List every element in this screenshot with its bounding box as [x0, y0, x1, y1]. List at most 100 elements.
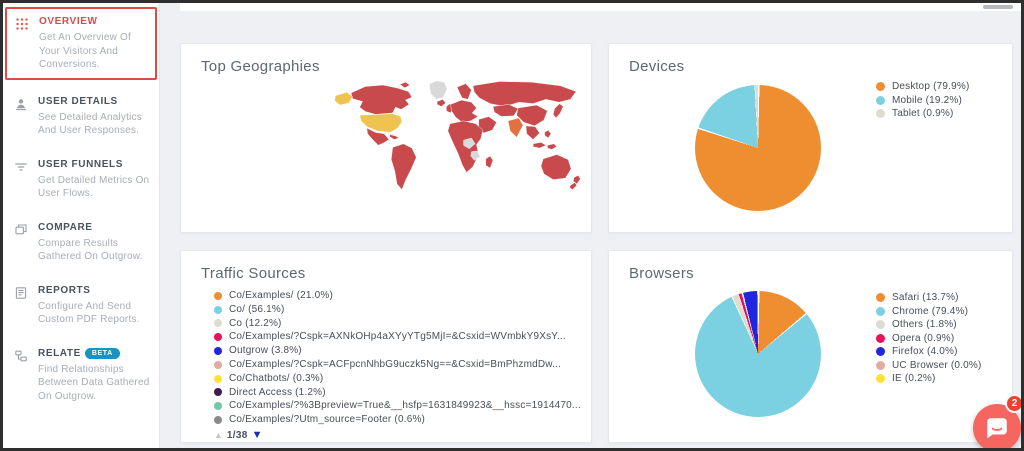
page-up-icon[interactable]: ▲	[214, 430, 223, 440]
legend-item: Mobile (19.2%)	[876, 94, 969, 108]
map-region-greenland[interactable]	[428, 80, 448, 100]
sidebar-item-relate[interactable]: RELATE BETA Find Relationships Between Da…	[5, 340, 157, 411]
page-down-icon[interactable]: ▼	[251, 429, 263, 441]
sidebar-item-description: See Detailed Analytics And User Response…	[38, 111, 142, 137]
horizontal-scrollbar-thumb[interactable]	[983, 5, 1013, 9]
legend-dot	[876, 347, 885, 357]
sidebar-item-user-funnels[interactable]: USER FUNNELS Get Detailed Metrics On Use…	[5, 151, 157, 208]
sidebar-item-description: Get Detailed Metrics On User Flows.	[38, 174, 150, 200]
map-region-russia[interactable]	[472, 81, 577, 107]
legend-item: Others (1.8%)	[876, 318, 982, 332]
legend-item: Co/Examples/?Cspk=AXNkOHp4aXYyYTg5MjI=&C…	[214, 330, 581, 344]
legend-label: Co/ (56.1%)	[229, 303, 285, 315]
chat-bubble-icon	[987, 418, 1007, 439]
legend-label: Opera (0.9%)	[892, 332, 955, 344]
grid-dots-icon	[15, 17, 31, 33]
legend-item: Desktop (79.9%)	[876, 80, 969, 94]
sidebar-item-compare[interactable]: COMPARE Compare Results Gathered On Outg…	[5, 214, 157, 271]
legend-label: Direct Access (1.2%)	[229, 386, 326, 398]
browsers-pie-chart[interactable]	[695, 291, 821, 417]
legend-label: Safari (13.7%)	[892, 292, 959, 303]
funnel-icon	[14, 160, 30, 176]
legend-dot	[876, 293, 885, 303]
legend-label: Co/Examples/?Cspk=ACFpcnNhbG9uczk5Ng==&C…	[229, 358, 562, 370]
legend-dot	[214, 402, 222, 411]
world-choropleth-map[interactable]	[331, 54, 589, 230]
legend-label: Co (12.2%)	[229, 317, 282, 329]
legend-item: IE (0.2%)	[876, 372, 982, 386]
legend-dot	[214, 360, 222, 369]
legend-dot	[876, 333, 885, 343]
panel-title: Browsers	[629, 265, 694, 282]
sidebar-item-description: Get An Overview Of Your Visitors And Con…	[39, 32, 131, 70]
sidebar-item-overview[interactable]: OVERVIEW Get An Overview Of Your Visitor…	[5, 7, 157, 80]
traffic-sources-panel: Traffic Sources Co/Examples/ (21.0%) Co/…	[180, 250, 592, 443]
map-region-south-america[interactable]	[390, 143, 417, 191]
legend-item: Co/Examples/ (21.0%)	[214, 289, 581, 303]
map-region-india[interactable]	[507, 117, 524, 138]
map-region-mexico[interactable]	[366, 127, 390, 146]
traffic-sources-legend: Co/Examples/ (21.0%) Co/ (56.1%) Co (12.…	[214, 289, 581, 427]
legend-label: UC Browser (0.0%)	[892, 359, 982, 371]
legend-label: Co/Chatbots/ (0.3%)	[229, 372, 324, 384]
sidebar-item-description: Compare Results Gathered On Outgrow.	[38, 237, 143, 263]
legend-dot	[214, 291, 222, 300]
map-region-east-africa-nodata	[470, 150, 481, 161]
legend-dot	[214, 319, 222, 328]
map-region-indonesia-east	[547, 143, 558, 150]
legend-item: Outgrow (3.8%)	[214, 344, 581, 358]
map-region-china[interactable]	[516, 104, 548, 127]
sidebar-item-text: REPORTS Configure And Send Custom PDF Re…	[38, 285, 151, 327]
legend-dot	[214, 305, 222, 314]
devices-panel: Devices Desktop (79.9%) Mobile (19.2%) T…	[608, 43, 1013, 233]
sidebar-item-user-details[interactable]: USER DETAILS See Detailed Analytics And …	[5, 88, 157, 145]
sidebar-item-reports[interactable]: REPORTS Configure And Send Custom PDF Re…	[5, 277, 157, 334]
sidebar-item-text: COMPARE Compare Results Gathered On Outg…	[38, 222, 151, 264]
map-region-iceland	[436, 99, 446, 107]
legend-item: Co/Chatbots/ (0.3%)	[214, 372, 581, 386]
legend-dot	[876, 360, 885, 370]
legend-label: Co/Examples/?Utm_source=Footer (0.6%)	[229, 414, 426, 426]
legend-dot	[214, 347, 222, 356]
analytics-sidebar: OVERVIEW Get An Overview Of Your Visitor…	[3, 3, 160, 448]
legend-label: Others (1.8%)	[892, 319, 957, 330]
map-region-usa[interactable]	[359, 113, 403, 133]
sidebar-item-label: REPORTS	[38, 284, 91, 296]
notification-badge: 2	[1005, 394, 1021, 413]
overlapping-windows-icon	[14, 223, 30, 239]
map-region-southeast-asia[interactable]	[525, 125, 540, 140]
map-region-africa[interactable]	[447, 120, 484, 173]
legend-label: Chrome (79.4%)	[892, 305, 969, 317]
relate-flow-icon	[14, 349, 30, 365]
map-region-indonesia	[532, 142, 547, 149]
legend-label: Desktop (79.9%)	[892, 81, 970, 92]
map-region-central-asia[interactable]	[492, 104, 519, 117]
horizontal-scrollbar[interactable]	[180, 3, 1021, 11]
legend-item: Tablet (0.9%)	[876, 107, 969, 121]
devices-pie-chart[interactable]	[695, 85, 821, 211]
map-region-canada[interactable]	[350, 84, 413, 115]
legend-dot	[876, 109, 885, 119]
legend-label: Tablet (0.9%)	[892, 108, 954, 119]
sidebar-item-label: OVERVIEW	[39, 16, 98, 27]
legend-item: Safari (13.7%)	[876, 291, 982, 305]
legend-item: Co/Examples/?Cspk=ACFpcnNhbG9uczk5Ng==&C…	[214, 358, 581, 372]
legend-dot	[214, 374, 222, 383]
browsers-panel: Browsers Safari (13.7%) Chrome (79.4%) O…	[608, 250, 1013, 443]
legend-dot	[214, 388, 222, 397]
page-indicator: 1/38	[226, 429, 248, 441]
map-region-australia[interactable]	[540, 154, 572, 180]
legend-item: Co (12.2%)	[214, 317, 581, 331]
sidebar-item-text: RELATE BETA Find Relationships Between Da…	[38, 347, 151, 404]
legend-label: Mobile (19.2%)	[892, 94, 963, 106]
map-region-scandinavia[interactable]	[456, 83, 472, 100]
map-region-alaska[interactable]	[334, 91, 353, 106]
legend-label: Outgrow (3.8%)	[229, 345, 302, 357]
legend-dot	[876, 306, 885, 316]
beta-badge: BETA	[84, 347, 120, 359]
map-region-europe[interactable]	[450, 99, 479, 123]
chat-widget-button[interactable]: 2	[973, 394, 1021, 448]
legend-dot	[876, 95, 885, 105]
map-region-philippines	[544, 129, 552, 139]
